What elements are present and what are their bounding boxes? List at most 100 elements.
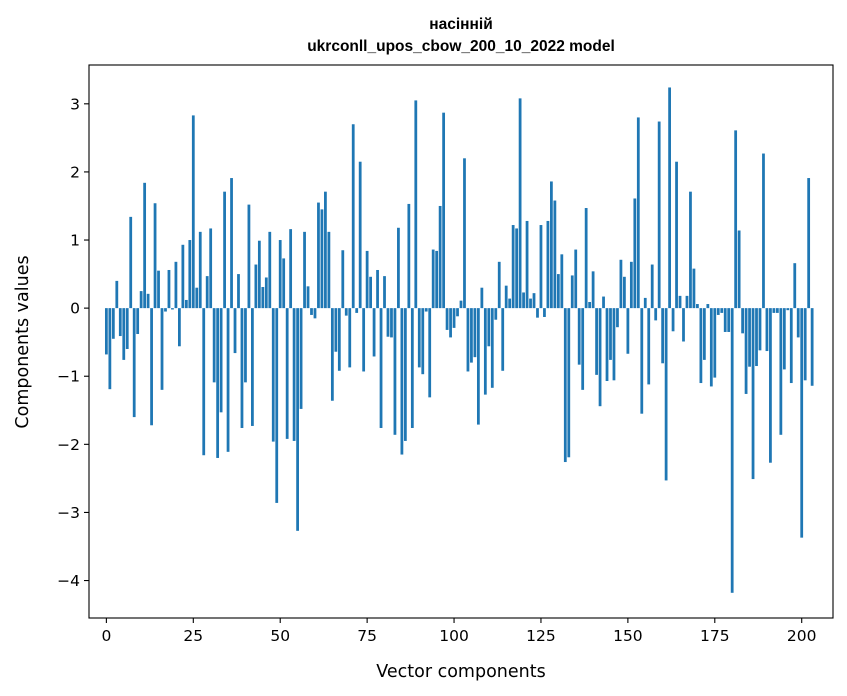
bar (748, 308, 751, 367)
bar (494, 308, 498, 320)
bar (383, 276, 386, 309)
bar (299, 308, 303, 409)
bar (421, 308, 425, 375)
bar (337, 308, 341, 371)
bar (487, 308, 491, 347)
bar (303, 231, 306, 309)
bar (727, 308, 731, 332)
bar (602, 296, 605, 309)
bar (730, 308, 734, 593)
bar (762, 153, 765, 309)
bar (543, 308, 546, 317)
bar (445, 308, 449, 330)
bar (261, 287, 265, 309)
bar (181, 244, 185, 309)
bar (414, 100, 418, 309)
bar (136, 308, 140, 335)
bar (202, 308, 206, 456)
bar (504, 285, 508, 309)
bar (125, 308, 129, 349)
bar (292, 308, 296, 441)
bar (775, 308, 779, 313)
bar (556, 274, 560, 309)
bar (470, 308, 473, 363)
bar (619, 259, 623, 309)
bar (129, 216, 133, 309)
y-tick-label: −1 (57, 368, 80, 386)
bar (244, 308, 247, 383)
bar (171, 308, 174, 310)
bar (435, 250, 439, 309)
bar (734, 130, 738, 309)
bar (671, 308, 675, 332)
bar (216, 308, 220, 458)
bar (598, 308, 602, 407)
bar (473, 308, 477, 358)
bar (278, 240, 282, 309)
bar (289, 229, 293, 309)
bar (438, 205, 442, 309)
bar (459, 300, 463, 309)
bar (341, 250, 345, 309)
x-tick-label: 0 (101, 627, 111, 645)
x-tick-label: 125 (526, 627, 556, 645)
bar (369, 276, 372, 309)
bar (143, 182, 147, 309)
bar (198, 231, 202, 309)
bar (324, 191, 327, 309)
chart-title-line2: ukrconll_upos_cbow_200_10_2022 model (307, 38, 615, 55)
bar (254, 264, 258, 309)
bar (317, 202, 320, 309)
y-tick-label: 3 (70, 95, 80, 113)
bar (313, 308, 317, 319)
bar (765, 308, 769, 352)
y-tick-label: 1 (70, 232, 80, 250)
bar (629, 261, 633, 309)
bar (191, 115, 195, 309)
bar (223, 191, 226, 309)
bar (483, 308, 487, 395)
bar (111, 308, 115, 339)
bar (355, 308, 359, 313)
bar (219, 308, 223, 413)
x-axis-label: Vector components (376, 662, 545, 682)
bar (209, 228, 213, 309)
bar (643, 297, 647, 309)
bar (723, 308, 727, 332)
bar (393, 308, 397, 435)
bar (268, 231, 272, 309)
bar (296, 308, 299, 531)
bar (351, 124, 355, 309)
bar (755, 308, 758, 367)
y-axis-ticks: −4 −3 −2 −1 0 1 2 3 (57, 95, 89, 590)
bar (511, 225, 515, 309)
bar (230, 178, 233, 309)
bar (664, 308, 668, 481)
bar (605, 308, 609, 381)
bar (226, 308, 230, 452)
bar (184, 299, 188, 309)
bar (508, 298, 512, 309)
x-tick-label: 200 (787, 627, 817, 645)
bar (525, 220, 529, 309)
bar (240, 308, 244, 428)
bar (275, 308, 279, 503)
bar (796, 308, 800, 338)
bar (480, 287, 484, 309)
bar (689, 191, 692, 309)
bar (306, 286, 310, 309)
bar (595, 308, 598, 375)
bar (692, 268, 696, 309)
bar (386, 308, 390, 337)
x-tick-label: 75 (357, 627, 377, 645)
bar (334, 308, 338, 352)
bar (633, 198, 637, 309)
bar (807, 178, 811, 309)
bar (609, 308, 612, 360)
bar (108, 308, 112, 390)
y-tick-label: 0 (70, 300, 80, 318)
x-tick-label: 150 (613, 627, 643, 645)
y-tick-label: −2 (57, 436, 80, 454)
bar (716, 308, 720, 315)
x-tick-label: 50 (270, 627, 290, 645)
